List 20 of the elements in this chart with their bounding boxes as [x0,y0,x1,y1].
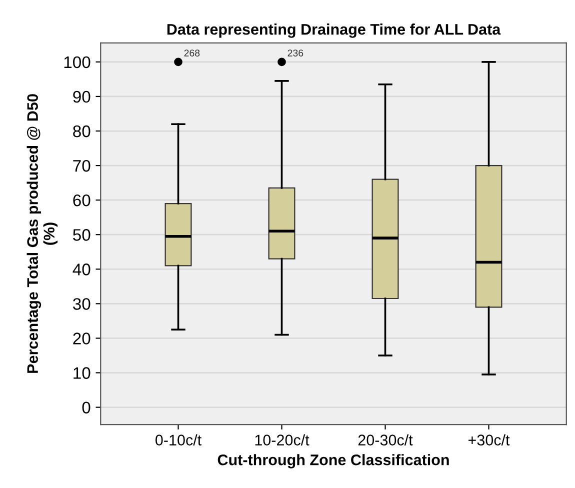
y-axis-title: Percentage Total Gas produced @ D50 (%) [26,94,58,373]
y-tick-label: 80 [73,125,90,138]
x-axis-title: Cut-through Zone Classification [218,454,449,468]
y-tick-label: 50 [73,229,90,241]
x-tick-label: +30c/t [468,434,510,446]
annotation: 268 [184,50,200,56]
y-tick-label: 40 [72,264,90,276]
chart-title: Data representing Drainage Time for ALL Data [167,24,501,38]
y-tick-label: 60 [73,194,90,206]
x-tick-label: 20-30c/t [358,434,413,446]
annotation: 236 [288,50,304,56]
y-tick-label: 0 [82,402,90,414]
y-tick-label: 100 [64,56,90,68]
y-tick-label: 30 [73,298,90,310]
y-tick-label: 90 [73,90,90,103]
x-tick-label: 0-10c/t [155,434,202,446]
x-tick-label: 10-20c/t [255,434,310,446]
y-tick-label: 70 [73,160,90,172]
y-tick-label: 10 [74,367,90,379]
y-tick-label: 20 [73,332,90,344]
